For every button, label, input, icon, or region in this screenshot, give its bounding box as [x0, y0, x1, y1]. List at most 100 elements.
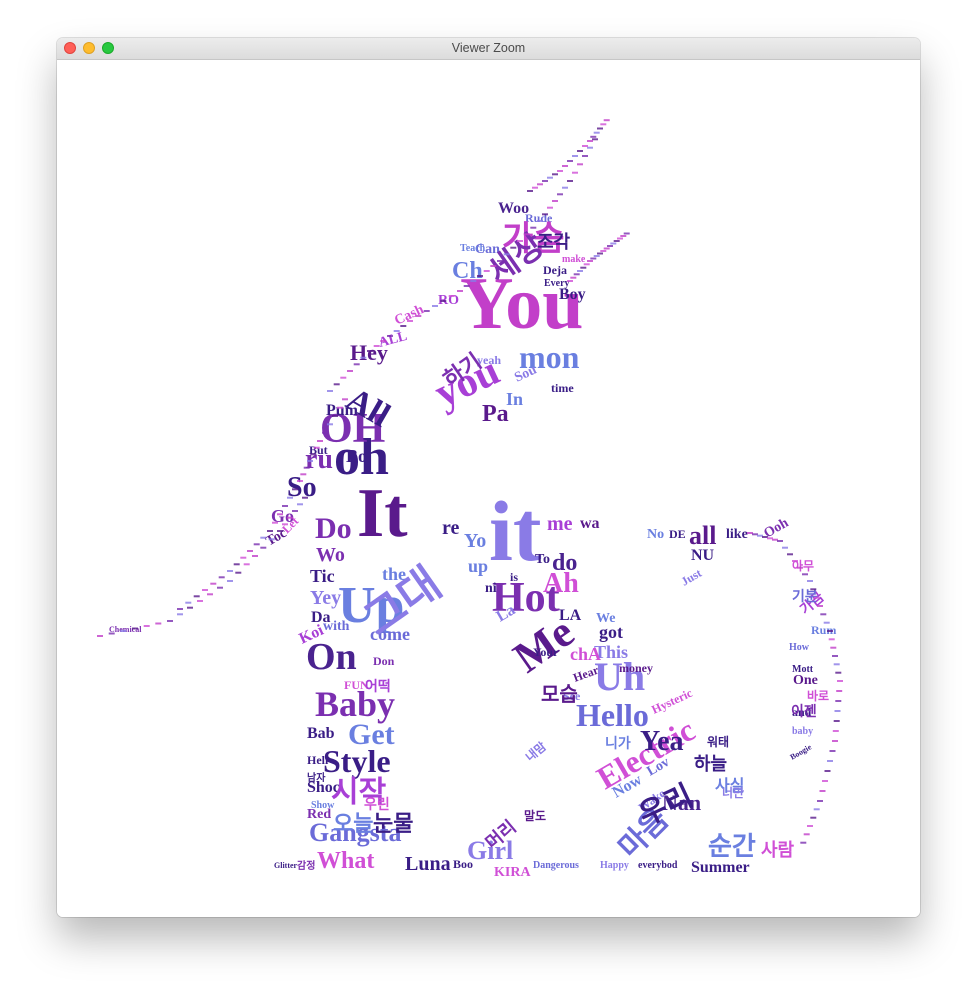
cloud-word: In — [506, 389, 523, 409]
filler-mark — [562, 165, 568, 167]
filler-mark — [562, 186, 568, 189]
cloud-word: got — [599, 622, 623, 642]
cloud-word: 어떡 — [365, 678, 391, 695]
cloud-word: It — [357, 475, 408, 552]
cloud-word: 우린 — [364, 796, 390, 813]
filler-mark — [297, 480, 303, 482]
filler-mark — [120, 630, 127, 632]
filler-mark — [537, 183, 543, 186]
filler-mark — [277, 513, 283, 516]
filler-mark — [202, 589, 208, 591]
cloud-word: On — [306, 636, 357, 678]
cloud-word: Wo — [316, 544, 345, 566]
cloud-word: No — [647, 527, 664, 542]
filler-mark — [393, 330, 400, 332]
filler-mark — [542, 213, 548, 216]
filler-mark — [347, 370, 353, 372]
filler-mark — [807, 825, 813, 827]
cloud-word: chA — [570, 644, 601, 664]
filler-mark — [218, 576, 225, 579]
cloud-word: Show — [311, 800, 335, 811]
cloud-word: with — [323, 619, 350, 634]
cloud-word: baby — [792, 726, 813, 737]
filler-mark — [767, 537, 773, 540]
filler-mark — [177, 608, 183, 610]
cloud-word: Boy — [559, 286, 586, 303]
cloud-word: Your — [533, 645, 559, 659]
cloud-word: Yo — [464, 530, 486, 552]
filler-mark — [747, 532, 753, 534]
filler-mark — [613, 240, 620, 242]
filler-mark — [592, 138, 598, 141]
filler-mark — [233, 563, 240, 566]
filler-mark — [762, 536, 768, 538]
cloud-word: Nan — [662, 790, 701, 815]
cloud-word: the — [382, 564, 406, 584]
filler-mark — [593, 131, 600, 134]
cloud-word: Ah — [543, 568, 579, 599]
filler-mark — [193, 595, 200, 598]
cloud-word: Yea — [640, 726, 684, 757]
filler-mark — [817, 800, 823, 802]
cloud-word: everybod — [638, 860, 678, 871]
cloud-word: Happy — [600, 860, 629, 871]
cloud-word: Every — [544, 278, 570, 289]
filler-mark — [607, 245, 613, 247]
filler-mark — [517, 240, 523, 242]
filler-mark — [582, 145, 588, 147]
filler-mark — [587, 140, 593, 142]
filler-mark — [243, 563, 250, 566]
cloud-word: Rum — [811, 623, 836, 637]
close-button[interactable] — [64, 42, 76, 54]
filler-mark — [415, 315, 422, 317]
filler-mark — [603, 247, 610, 250]
filler-mark — [587, 146, 593, 149]
zoom-button[interactable] — [102, 42, 114, 54]
filler-mark — [587, 260, 593, 262]
filler-mark — [353, 363, 360, 366]
filler-mark — [292, 510, 298, 512]
filler-mark — [207, 593, 213, 596]
filler-mark — [307, 460, 313, 462]
cloud-word: 오늘 — [333, 811, 373, 836]
filler-mark — [97, 635, 103, 637]
filler-mark — [340, 376, 347, 379]
filler-mark — [287, 516, 293, 519]
cloud-word: Get — [348, 718, 395, 751]
cloud-word: 사람 — [761, 840, 795, 860]
cloud-word: One — [793, 673, 818, 688]
filler-mark — [317, 440, 323, 442]
filler-mark — [143, 625, 150, 627]
cloud-word: 가슴 — [502, 220, 565, 258]
cloud-word: is — [510, 570, 518, 584]
filler-mark — [527, 190, 533, 192]
filler-mark — [510, 246, 517, 249]
filler-mark — [260, 536, 267, 539]
filler-mark — [827, 760, 833, 762]
filler-mark — [557, 170, 563, 172]
cloud-word: Mott — [792, 664, 814, 675]
filler-mark — [327, 390, 333, 392]
minimize-button[interactable] — [83, 42, 95, 54]
cloud-word: 남자 — [307, 771, 326, 784]
filler-mark — [828, 638, 835, 641]
cloud-word: 시작 — [331, 776, 387, 809]
cloud-word: See — [563, 689, 581, 703]
filler-mark — [837, 680, 843, 682]
cloud-word: Deja — [543, 263, 567, 277]
cloud-word: 말도 — [524, 809, 546, 823]
filler-mark — [282, 505, 288, 507]
filler-mark — [185, 601, 192, 604]
filler-mark — [820, 613, 827, 616]
filler-mark — [824, 770, 831, 772]
cloud-word: This — [594, 642, 628, 662]
filler-mark — [332, 415, 338, 417]
filler-mark — [610, 242, 617, 245]
filler-mark — [342, 398, 348, 401]
filler-mark — [322, 431, 328, 434]
cloud-word: We — [596, 611, 615, 626]
cloud-word: Summer — [691, 859, 750, 876]
filler-mark — [337, 406, 343, 409]
title-bar[interactable]: Viewer Zoom — [57, 38, 920, 60]
filler-mark — [817, 605, 823, 607]
